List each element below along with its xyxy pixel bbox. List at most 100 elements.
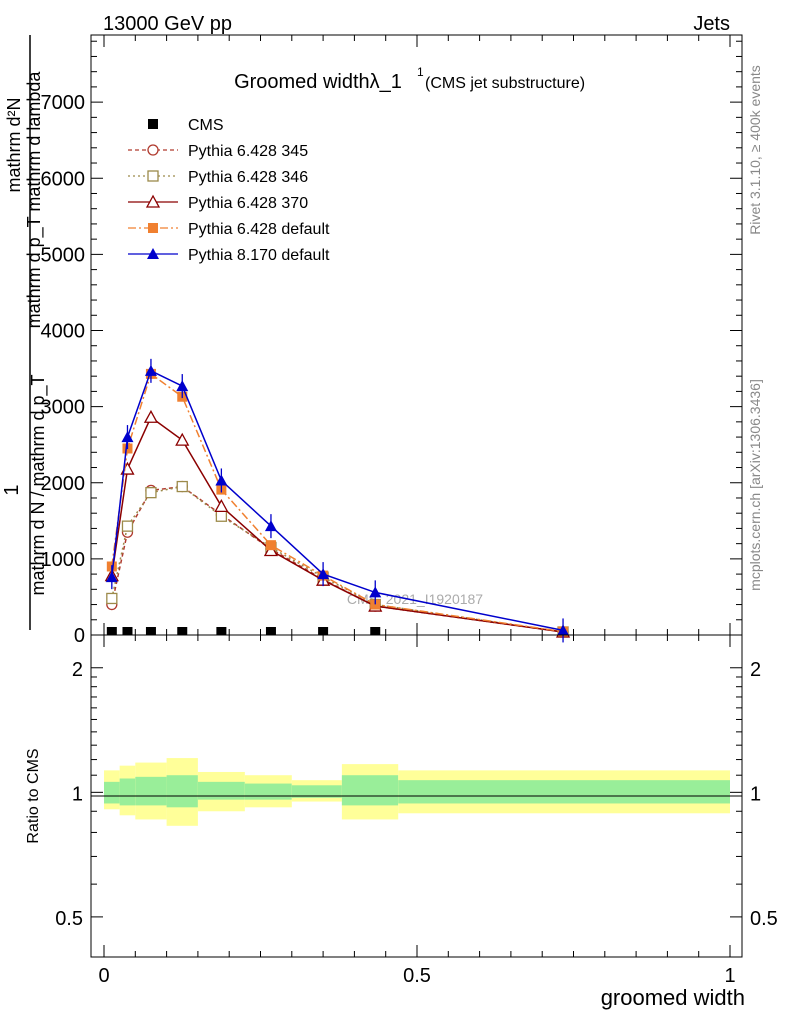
ratio-band-inner	[341, 775, 399, 806]
series-1	[106, 480, 569, 638]
ratio-band-inner	[244, 783, 292, 800]
ratio-y-tick-label: 1	[72, 783, 83, 805]
x-axis-label: groomed width	[601, 985, 745, 1010]
ratio-band-inner	[166, 775, 198, 808]
ratio-ticks: 0.5 0.5 1 1 2 2 0 0.5 1	[55, 635, 778, 987]
ratio-y-tick-label-right: 1	[750, 783, 761, 805]
data-point	[143, 409, 159, 423]
legend-entry: Pythia 8.170 default	[128, 247, 330, 264]
ratio-band-inner	[119, 778, 136, 806]
data-point	[121, 431, 134, 443]
series-line	[111, 369, 564, 632]
mcplots-label: mcplots.cern.ch [arXiv:1306.3436]	[747, 379, 763, 591]
ratio-y-tick-label: 0.5	[55, 908, 83, 930]
y-tick-label: 5000	[41, 244, 86, 266]
ratio-y-tick-label-right: 0.5	[750, 908, 778, 930]
main-y-axis-label: mathrm d²N mathrm d p_T mathrm d lambda …	[1, 35, 49, 630]
legend-label: Pythia 6.428 370	[188, 195, 308, 212]
legend-marker	[147, 170, 159, 182]
ratio-band-inner	[104, 781, 120, 804]
ratio-band-inner	[291, 785, 342, 798]
legend-label: CMS	[188, 117, 224, 134]
legend-marker	[148, 223, 158, 233]
data-point	[265, 540, 276, 551]
ratio-band-inner	[197, 781, 245, 800]
series-3	[104, 409, 571, 638]
legend-entry: Pythia 6.428 370	[128, 194, 308, 212]
data-point	[175, 432, 190, 446]
legend-entry: Pythia 6.428 345	[128, 143, 308, 160]
legend-entry: Pythia 6.428 346	[128, 169, 308, 186]
y-tick-label: 3000	[41, 397, 86, 419]
data-point	[176, 480, 188, 493]
series-2	[106, 480, 569, 638]
ratio-band-inner	[135, 776, 167, 806]
y-tick-label: 0	[74, 625, 85, 647]
ylabel-numerator: mathrm d²N	[4, 97, 24, 192]
header-energy: 13000 GeV pp	[103, 13, 232, 35]
main-y-ticks: 0 1000 2000 3000 4000 5000 6000 7000	[41, 40, 742, 647]
series-5	[105, 358, 570, 643]
title-text: Groomed widthλ_1	[234, 71, 402, 93]
ratio-y-tick-label-right: 2	[750, 659, 761, 681]
data-point	[557, 624, 570, 636]
data-point	[215, 474, 228, 486]
data-point	[106, 592, 118, 605]
series-line	[111, 416, 564, 633]
y-tick-label: 7000	[41, 92, 86, 114]
ylabel-prefix: 1	[1, 484, 23, 495]
series-line	[111, 485, 564, 633]
title-subtitle: (CMS jet substructure)	[425, 75, 585, 92]
legend-entry: Pythia 6.428 default	[128, 221, 330, 238]
series-0	[106, 627, 381, 635]
legend-marker	[147, 248, 159, 259]
legend-label: Pythia 6.428 default	[188, 221, 330, 238]
series-line	[111, 485, 564, 633]
x-tick-label: 1	[724, 965, 735, 987]
analysis-watermark: CMS_2021_I1920187	[347, 591, 483, 607]
cms-data-point	[265, 627, 276, 635]
ratio-ylabel: Ratio to CMS	[25, 748, 42, 843]
data-point	[176, 380, 189, 392]
legend-label: Pythia 6.428 346	[188, 169, 308, 186]
y-tick-label: 2000	[41, 473, 86, 495]
plot-title: Groomed widthλ_1 1 (CMS jet substructure…	[234, 65, 585, 93]
data-point	[145, 486, 157, 499]
cms-data-point	[122, 627, 133, 635]
ratio-y-tick-label: 2	[72, 659, 83, 681]
legend-marker	[147, 144, 159, 156]
data-point	[144, 364, 157, 376]
series-line	[111, 372, 564, 633]
cms-data-point	[318, 627, 329, 635]
legend-marker	[148, 119, 158, 129]
cms-data-point	[177, 627, 188, 635]
rivet-label: Rivet 3.1.10, ≥ 400k events	[747, 65, 763, 235]
ratio-band-inner	[398, 780, 730, 804]
ratio-bands	[104, 758, 730, 826]
cms-data-point	[106, 627, 117, 635]
cms-data-point	[145, 627, 156, 635]
data-point	[121, 520, 134, 532]
y-tick-label: 1000	[41, 549, 86, 571]
y-tick-label: 6000	[41, 168, 86, 190]
data-point	[370, 599, 381, 610]
cms-data-point	[370, 627, 381, 635]
data-point	[215, 510, 228, 522]
series-layer	[104, 358, 571, 643]
data-point	[369, 586, 382, 598]
series-4	[106, 368, 569, 637]
title-superscript: 1	[417, 65, 424, 79]
cms-data-point	[216, 627, 227, 635]
legend: CMS Pythia 6.428 345 Pythia 6.428 346 Pythi…	[128, 117, 330, 264]
data-point	[214, 498, 229, 512]
legend-entry: CMS	[148, 117, 224, 134]
legend-marker	[145, 194, 161, 208]
data-point	[105, 571, 118, 583]
legend-label: Pythia 8.170 default	[188, 247, 330, 264]
x-tick-label: 0	[98, 965, 109, 987]
y-tick-label: 4000	[41, 321, 86, 343]
x-tick-label: 0.5	[403, 965, 431, 987]
data-point	[264, 520, 277, 532]
main-x-ticks	[103, 35, 731, 635]
